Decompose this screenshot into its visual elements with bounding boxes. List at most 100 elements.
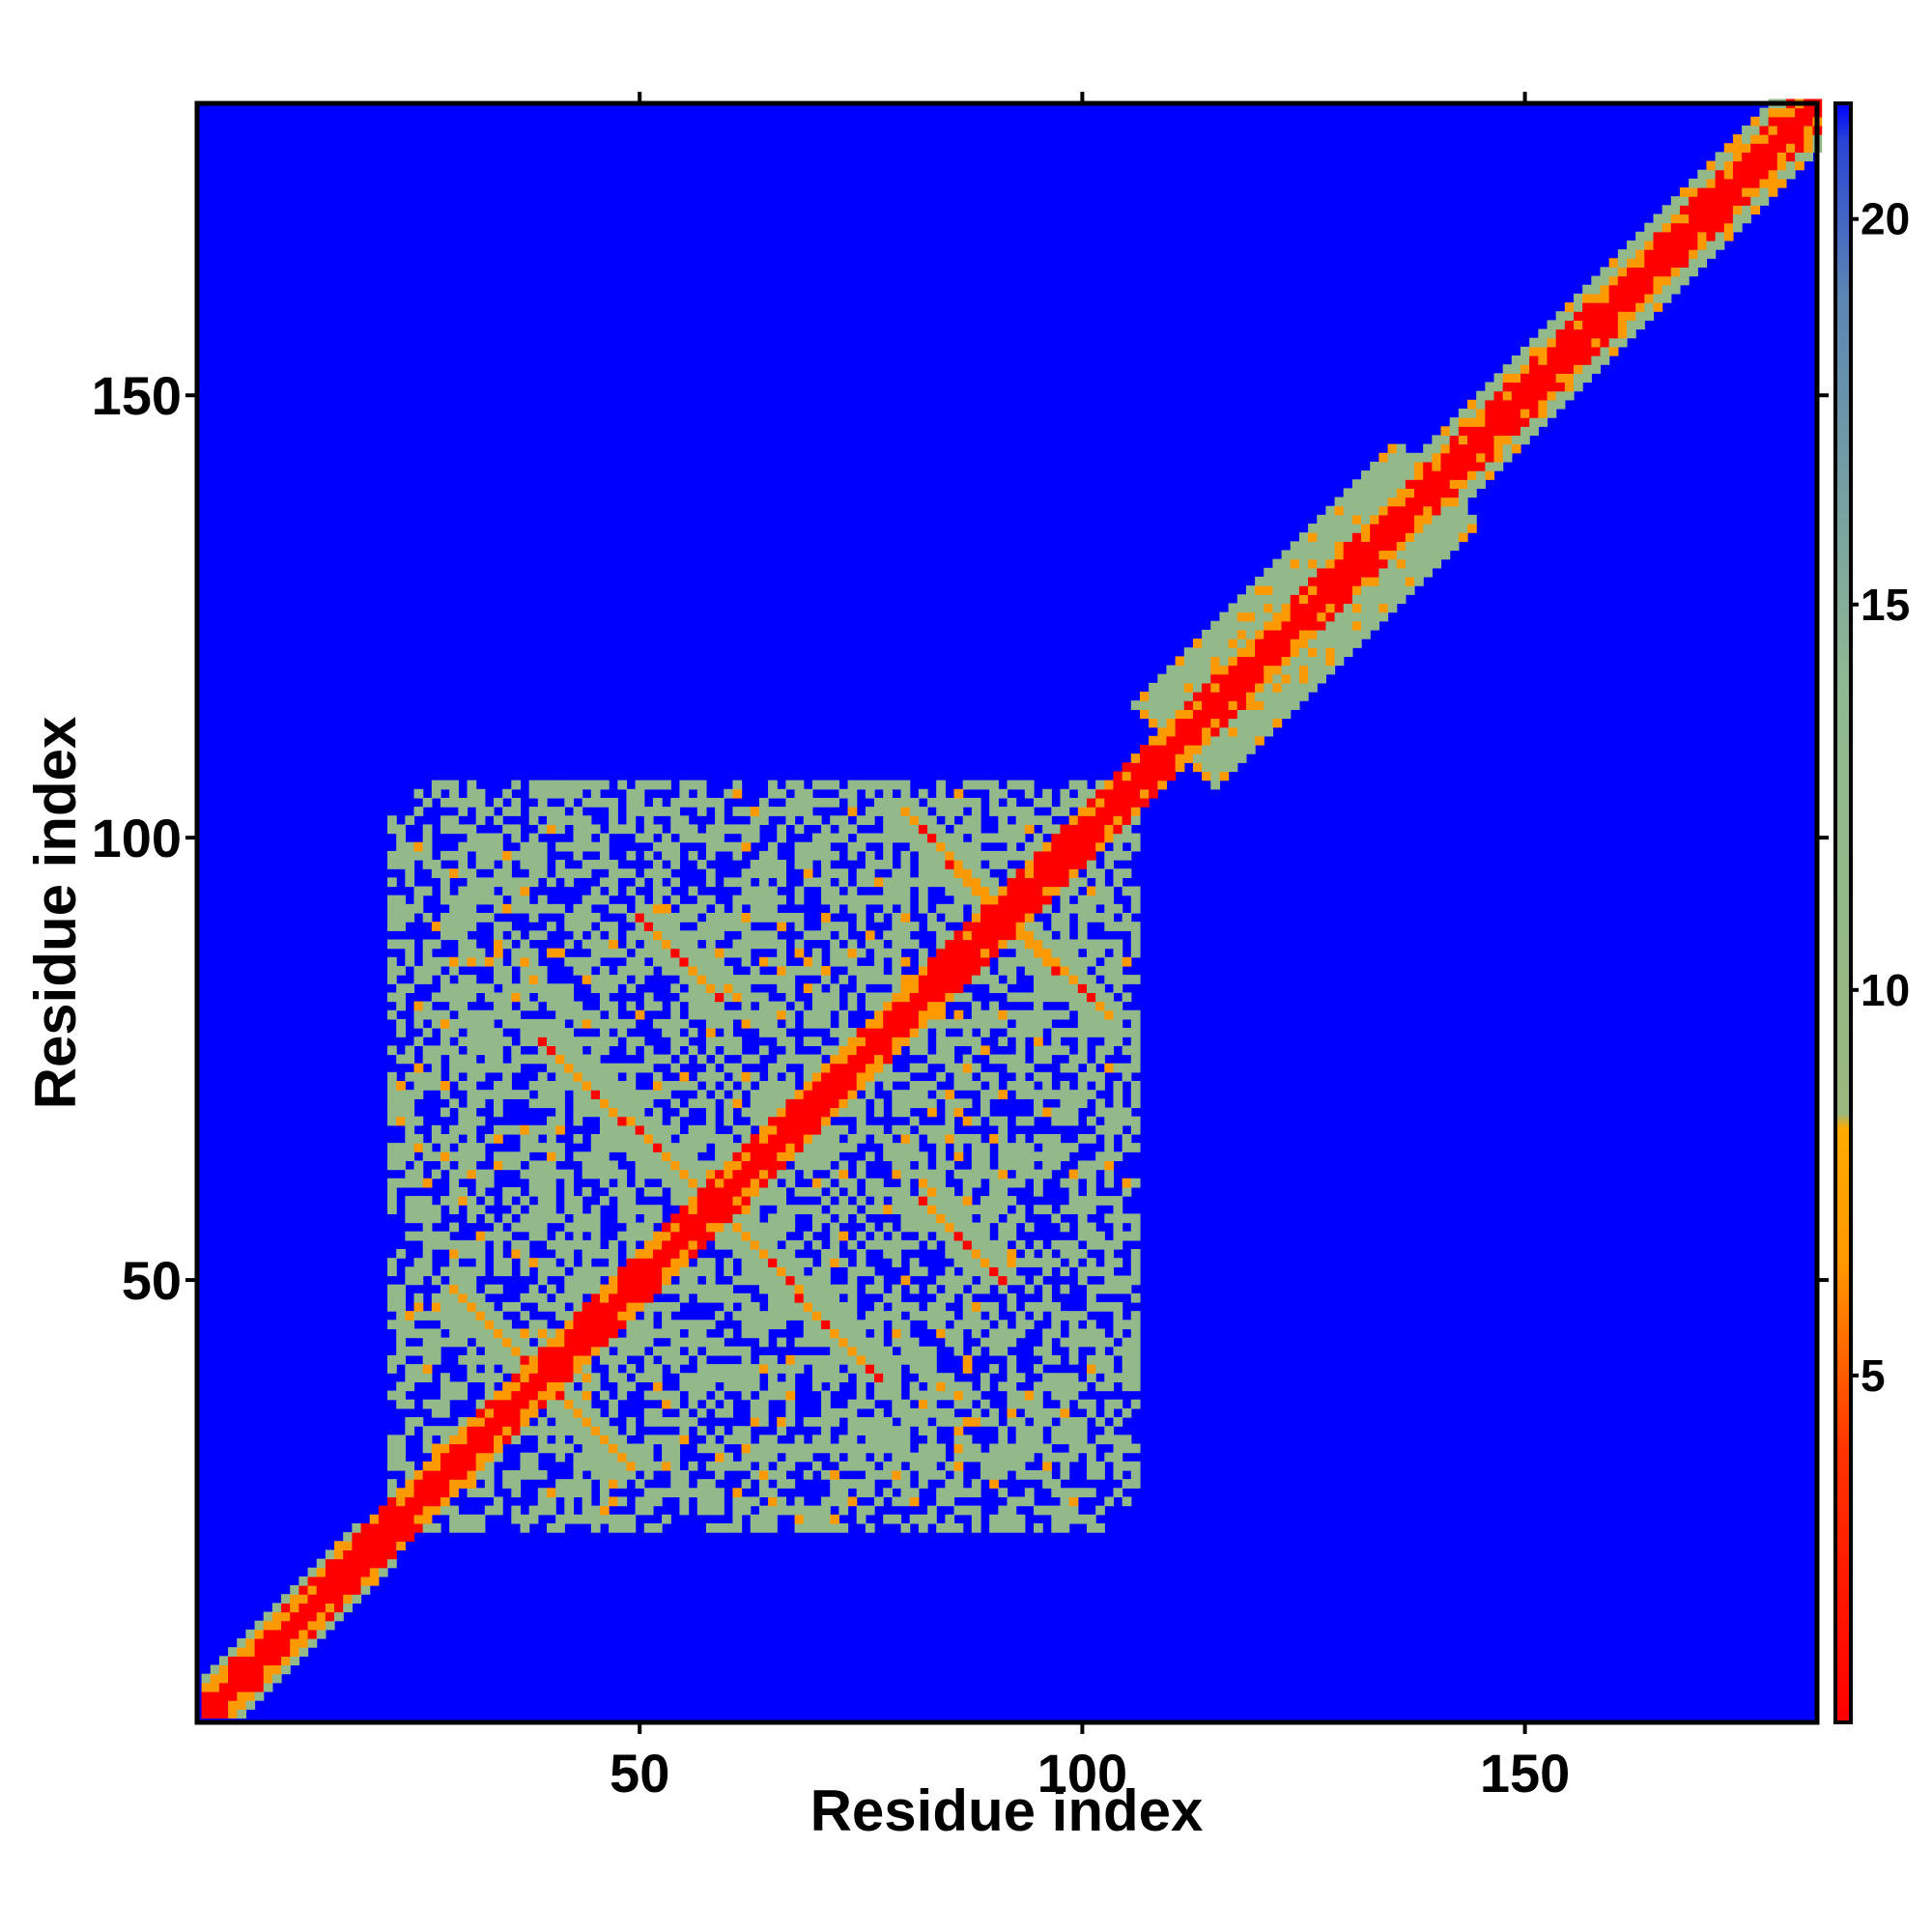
heatmap-cell [758, 1488, 769, 1498]
heatmap-cell [599, 1426, 610, 1435]
heatmap-cell [467, 1090, 477, 1099]
heatmap-cell [679, 1213, 690, 1224]
heatmap-cell [936, 992, 946, 1003]
heatmap-cell [1024, 1258, 1035, 1267]
heatmap-cell [440, 983, 450, 994]
heatmap-cell [467, 833, 477, 843]
heatmap-cell [643, 1293, 654, 1303]
heatmap-cell [1077, 922, 1088, 931]
heatmap-cell [582, 1328, 592, 1339]
heatmap-cell [1095, 1028, 1105, 1037]
heatmap-cell [1033, 1054, 1043, 1065]
heatmap-cell [998, 1239, 1009, 1250]
heatmap-cell [609, 797, 618, 808]
heatmap-cell [830, 1239, 839, 1250]
heatmap-cell [830, 1249, 839, 1259]
heatmap-cell [617, 1186, 628, 1197]
heatmap-cell [555, 824, 565, 835]
heatmap-cell [609, 1373, 618, 1382]
heatmap-cell [1122, 1354, 1132, 1365]
heatmap-cell [405, 1469, 415, 1480]
heatmap-cell [777, 788, 786, 799]
heatmap-cell [387, 922, 397, 931]
heatmap-cell [670, 807, 681, 816]
heatmap-cell [724, 1063, 734, 1073]
heatmap-cell [803, 1186, 813, 1197]
heatmap-cell [1024, 877, 1035, 888]
heatmap-cell [467, 841, 477, 852]
heatmap-cell [918, 1479, 928, 1489]
heatmap-cell [626, 1196, 637, 1206]
heatmap-cell [467, 1266, 477, 1277]
heatmap-cell [458, 922, 469, 931]
heatmap-cell [440, 1239, 450, 1250]
heatmap-cell [971, 903, 981, 914]
heatmap-cell [847, 1284, 858, 1294]
heatmap-cell [768, 1443, 778, 1454]
heatmap-cell [467, 1028, 477, 1037]
heatmap-cell [573, 1001, 583, 1011]
heatmap-cell [1210, 700, 1221, 710]
heatmap-cell [865, 1435, 875, 1445]
heatmap-cell [431, 922, 441, 931]
heatmap-cell [511, 930, 522, 941]
heatmap-cell [865, 1239, 875, 1250]
heatmap-cell [635, 1249, 645, 1259]
heatmap-cell [732, 1505, 743, 1516]
heatmap-cell [458, 1320, 469, 1330]
heatmap-cell [945, 815, 955, 826]
heatmap-cell [679, 1488, 690, 1498]
heatmap-cell [1060, 1407, 1070, 1418]
heatmap-cell [1007, 886, 1017, 896]
heatmap-cell [449, 788, 459, 799]
heatmap-cell [1095, 1054, 1105, 1065]
heatmap-cell [989, 1186, 999, 1197]
heatmap-cell [670, 1364, 681, 1374]
heatmap-cell [582, 1301, 592, 1312]
heatmap-cell [520, 1293, 530, 1303]
heatmap-cell [484, 992, 495, 1003]
heatmap-cell [502, 1160, 512, 1171]
heatmap-cell [971, 850, 981, 861]
heatmap-cell [396, 1541, 406, 1551]
heatmap-cell [325, 1611, 335, 1622]
heatmap-cell [528, 975, 539, 984]
heatmap-cell [1192, 762, 1203, 773]
heatmap-cell [1175, 718, 1185, 728]
heatmap-cell [865, 1426, 875, 1435]
heatmap-cell [1139, 797, 1150, 808]
heatmap-cell [1033, 1301, 1043, 1312]
heatmap-cell [520, 1373, 530, 1382]
heatmap-cell [1130, 1293, 1141, 1303]
heatmap-cell [715, 992, 724, 1003]
heatmap-cell [953, 983, 964, 994]
heatmap-cell [1015, 1063, 1026, 1073]
heatmap-cell [953, 975, 964, 984]
heatmap-cell [1157, 709, 1168, 720]
heatmap-cell [405, 1311, 415, 1321]
heatmap-cell [989, 1407, 999, 1418]
heatmap-cell [1015, 1037, 1026, 1046]
heatmap-cell [555, 1443, 565, 1454]
heatmap-cell [1245, 709, 1256, 720]
heatmap-cell [334, 1541, 344, 1551]
heatmap-cell [537, 895, 548, 905]
heatmap-cell [1060, 1399, 1070, 1409]
heatmap-cell [440, 1151, 450, 1162]
heatmap-cell [918, 1009, 928, 1020]
heatmap-cell [520, 1381, 530, 1392]
heatmap-cell [900, 1018, 911, 1029]
heatmap-cell [953, 1505, 964, 1516]
heatmap-cell [396, 983, 406, 994]
heatmap-cell [546, 1522, 556, 1533]
heatmap-cell [874, 895, 884, 905]
heatmap-cell [467, 1143, 477, 1152]
heatmap-cell [652, 1488, 663, 1498]
heatmap-cell [440, 1090, 450, 1099]
heatmap-cell [1060, 1249, 1070, 1259]
heatmap-cell [449, 1258, 459, 1267]
heatmap-cell [511, 1505, 522, 1516]
heatmap-cell [892, 1373, 902, 1382]
heatmap-cell [1042, 1266, 1052, 1277]
heatmap-cell [830, 992, 839, 1003]
